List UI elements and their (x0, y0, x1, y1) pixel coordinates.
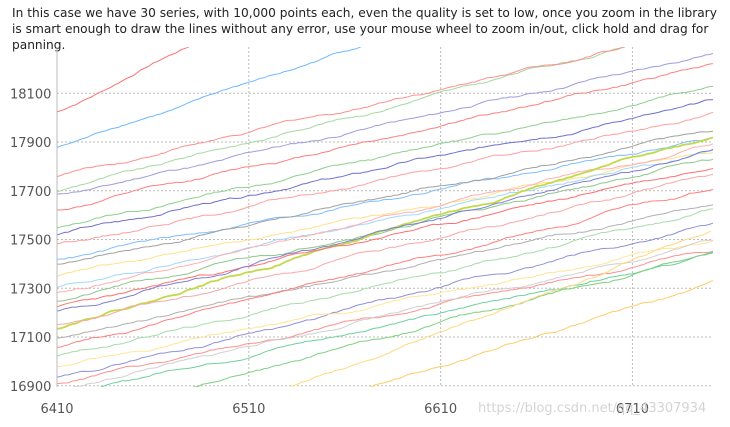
series-line-10 (57, 137, 713, 260)
series-line-22 (57, 208, 713, 357)
series-line-26 (95, 252, 713, 387)
series-line-29 (290, 230, 712, 387)
y-tick-label: 17900 (10, 136, 51, 151)
series-line-12 (57, 152, 713, 277)
chart-description: In this case we have 30 series, with 10,… (12, 6, 717, 52)
series-line-13 (57, 150, 713, 288)
series-line-6 (57, 63, 713, 211)
series-line-9 (57, 111, 713, 245)
series-line-4 (57, 47, 626, 178)
series-lines (57, 47, 713, 387)
series-line-18 (57, 148, 713, 312)
series-line-7 (57, 85, 713, 229)
y-tick-label: 17700 (10, 185, 51, 200)
axes: 16900 17100 17300 17500 17700 17900 18100 6410 6… (10, 47, 649, 417)
series-line-17 (57, 168, 713, 308)
series-line-8 (57, 99, 713, 236)
series-line-1 (57, 47, 190, 113)
series-line-5 (57, 53, 713, 195)
series-line-19 (57, 173, 713, 326)
y-tick-label: 17300 (10, 282, 51, 297)
y-tick-label: 17100 (10, 331, 51, 346)
y-tick-label: 18100 (10, 87, 51, 102)
series-line-28 (191, 251, 713, 387)
y-tick-label: 16900 (10, 380, 51, 395)
series-line-21 (57, 189, 713, 348)
series-line-2 (57, 47, 362, 149)
series-line-3 (57, 47, 626, 193)
watermark: https://blog.csdn.net/qq_43307934 (478, 401, 707, 416)
series-line-11 (57, 130, 713, 265)
grid (56, 47, 713, 387)
y-tick-label: 17500 (10, 234, 51, 249)
x-tick-label: 6610 (424, 402, 457, 417)
series-line-25 (57, 240, 713, 368)
x-tick-label: 6410 (40, 402, 73, 417)
series-line-27 (72, 239, 713, 387)
series-line-23 (57, 222, 713, 378)
series-line-16 (57, 136, 713, 330)
series-line-20 (57, 204, 713, 339)
series-line-14 (57, 143, 713, 293)
series-line-30 (369, 280, 713, 387)
x-tick-label: 6510 (232, 402, 265, 417)
series-line-15 (57, 159, 713, 302)
x-tick-label: 6710 (616, 402, 649, 417)
